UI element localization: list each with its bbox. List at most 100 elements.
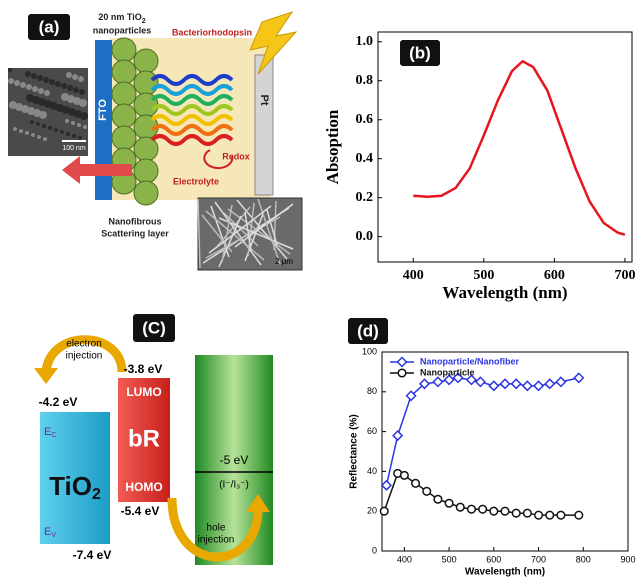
x-tick-label: 500 — [473, 268, 494, 283]
grain — [42, 124, 46, 128]
data-point — [382, 481, 391, 490]
grain — [38, 88, 44, 94]
grain — [43, 77, 49, 83]
y-tick-label: 60 — [367, 426, 377, 436]
data-point — [523, 381, 532, 390]
hole-injection-label: injection — [198, 535, 235, 546]
y-tick-label: 40 — [367, 466, 377, 476]
y-tick-label: 100 — [362, 346, 377, 356]
grain — [61, 83, 67, 89]
energy-label: -3.8 eV — [124, 362, 163, 376]
grain — [79, 89, 85, 95]
grain — [31, 73, 37, 79]
electron-injection-label: electron — [66, 339, 102, 350]
data-point — [575, 511, 583, 519]
series-line — [413, 61, 625, 234]
legend-label: Nanoparticle/Nanofiber — [420, 356, 520, 366]
grain — [8, 78, 14, 84]
particle — [112, 104, 136, 128]
series-line — [386, 378, 578, 485]
y-tick-label: 80 — [367, 386, 377, 396]
grain — [65, 119, 69, 123]
data-point — [393, 431, 402, 440]
data-point — [501, 507, 509, 515]
label-text: E — [44, 526, 51, 538]
energy-label: -5.4 eV — [121, 504, 160, 518]
data-point — [546, 511, 554, 519]
x-tick-label: 900 — [620, 554, 635, 564]
grain — [83, 125, 87, 129]
scattering-label: Scattering layer — [101, 228, 169, 238]
sem-scale: 100 nm — [62, 145, 86, 152]
grain — [72, 134, 76, 138]
homo-label: HOMO — [125, 480, 162, 494]
grain — [48, 126, 52, 130]
grain — [26, 84, 32, 90]
grain — [25, 71, 31, 77]
subscript: 2 — [142, 18, 146, 25]
nanoparticles — [112, 38, 158, 205]
grain — [54, 128, 58, 132]
y-tick-label: 0 — [372, 545, 377, 555]
pt-label: Pt — [258, 95, 270, 106]
panel-label: (C) — [142, 318, 166, 337]
grain — [30, 120, 34, 124]
data-point — [545, 379, 554, 388]
grain — [78, 76, 84, 82]
particle — [112, 126, 136, 150]
y-tick-label: 1.0 — [356, 34, 374, 49]
grain — [60, 130, 64, 134]
y-tick-label: 0.6 — [356, 112, 374, 127]
data-point — [468, 505, 476, 513]
y-tick-label: 0.4 — [356, 151, 374, 166]
grain — [78, 136, 82, 140]
data-point — [412, 480, 420, 488]
grain — [44, 90, 50, 96]
data-point — [557, 511, 565, 519]
data-point — [401, 472, 409, 480]
label-text: 20 nm TiO — [98, 12, 141, 22]
grain — [26, 94, 34, 102]
fiber-scale: 2 μm — [275, 257, 293, 266]
x-tick-label: 800 — [576, 554, 591, 564]
data-point — [534, 381, 543, 390]
panel-a: 100 nm FTO Pt 2 μm (a) 20 nm TiO2 nanopa… — [8, 12, 302, 270]
nanoparticle-label: nanoparticles — [93, 25, 152, 35]
grain — [66, 132, 70, 136]
grain — [19, 129, 23, 133]
grain — [37, 75, 43, 81]
data-point — [476, 377, 485, 386]
particle — [112, 82, 136, 106]
data-point — [535, 511, 543, 519]
energy-label: -7.4 eV — [73, 548, 112, 562]
grain — [13, 127, 17, 131]
label-text: TiO — [49, 471, 92, 501]
grain — [67, 85, 73, 91]
data-point — [445, 499, 453, 507]
lumo-label: LUMO — [126, 385, 161, 399]
x-axis-label: Wavelength (nm) — [442, 283, 567, 302]
particle — [112, 38, 136, 62]
legend-marker — [398, 358, 407, 367]
y-axis-label: Absoption — [323, 109, 342, 184]
data-point — [380, 507, 388, 515]
redox-label: Redox — [222, 151, 250, 161]
nanoparticle-label: 20 nm TiO2 — [98, 12, 145, 24]
br-label: bR — [128, 425, 160, 452]
y-tick-label: 0.0 — [356, 229, 374, 244]
energy-label: -5 eV — [220, 453, 249, 467]
subscript: C — [51, 432, 56, 439]
pt-electrode — [255, 55, 273, 195]
x-tick-label: 700 — [614, 268, 635, 283]
y-tick-label: 20 — [367, 506, 377, 516]
x-tick-label: 600 — [486, 554, 501, 564]
energy-label: -4.2 eV — [39, 395, 78, 409]
y-tick-label: 0.8 — [356, 73, 374, 88]
hole-injection-label: hole — [207, 523, 226, 534]
grain — [32, 86, 38, 92]
electrolyte-label: Electrolyte — [173, 176, 219, 186]
data-point — [512, 379, 521, 388]
grain — [8, 68, 12, 72]
data-point — [512, 509, 520, 517]
particle — [134, 159, 158, 183]
